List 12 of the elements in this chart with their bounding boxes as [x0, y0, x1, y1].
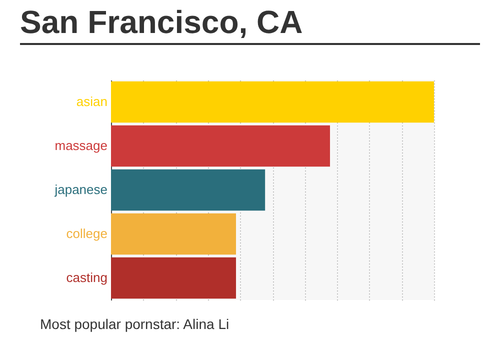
bar [111, 125, 330, 167]
chart-title: San Francisco, CA [20, 4, 480, 45]
y-tick-label: massage [54, 138, 108, 153]
y-tick-label: japanese [54, 182, 108, 197]
bar [111, 257, 236, 299]
y-tick-label: casting [66, 270, 108, 285]
bar [111, 213, 236, 255]
y-tick-label: college [66, 226, 108, 241]
bar [111, 81, 434, 123]
text: Most popular pornstar: Alina Li [40, 316, 230, 332]
bar [111, 169, 266, 211]
y-tick-label: asian [76, 94, 108, 109]
